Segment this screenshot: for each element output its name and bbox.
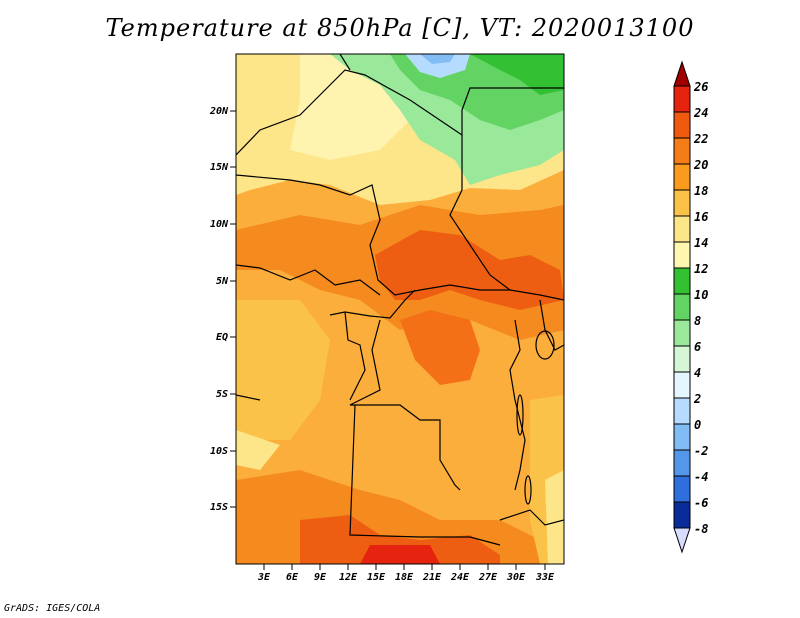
colorbar-segment: [673, 449, 691, 477]
colorbar-segment: [673, 293, 691, 321]
colorbar-segment: [673, 215, 691, 243]
lon-label: 12E: [339, 572, 358, 583]
colorbar-segment: [673, 137, 691, 165]
lat-label: 5N: [216, 276, 229, 287]
colorbar: [673, 60, 691, 554]
lat-label: 20N: [209, 106, 229, 117]
lon-axis: 3E 6E 9E 12E 15E 18E 21E 24E 27E 30E 33E: [257, 564, 555, 583]
colorbar-label: 18: [694, 184, 708, 198]
colorbar-label: 16: [694, 210, 708, 224]
colorbar-segment: [673, 241, 691, 269]
colorbar-segment: [673, 475, 691, 503]
lat-label: 5S: [216, 389, 228, 400]
colorbar-label: 4: [694, 366, 701, 380]
grads-credit: GrADS: IGES/COLA: [4, 603, 101, 614]
colorbar-label: -6: [694, 496, 708, 510]
colorbar-segment: [673, 189, 691, 217]
colorbar-label: 8: [694, 314, 701, 328]
lat-label: 15S: [210, 502, 228, 513]
colorbar-label: 12: [694, 262, 708, 276]
lon-label: 6E: [286, 572, 299, 583]
lat-label: EQ: [216, 332, 228, 343]
lat-label: 10N: [210, 219, 229, 230]
colorbar-segment: [673, 501, 691, 529]
colorbar-label: 24: [693, 106, 708, 120]
map-title: Temperature at 850hPa [C], VT: 202001310…: [105, 14, 695, 42]
colorbar-segment: [673, 111, 691, 139]
colorbar-label: 6: [694, 340, 701, 354]
lakes: [516, 330, 555, 505]
colorbar-label: -2: [694, 444, 708, 458]
colorbar-labels: 26 24 22 20 18 16 14 12 10 8 6 4 2 0 -2 …: [693, 80, 708, 536]
temperature-field: [236, 54, 564, 564]
colorbar-label: 10: [694, 288, 708, 302]
colorbar-segment: [673, 423, 691, 451]
colorbar-top-arrow: [673, 60, 691, 87]
colorbar-label: 20: [693, 158, 708, 172]
lon-label: 21E: [422, 572, 442, 583]
colorbar-segment: [673, 345, 691, 373]
lon-label: 9E: [314, 572, 327, 583]
colorbar-label: -8: [694, 522, 708, 536]
colorbar-label: 14: [694, 236, 708, 250]
lon-label: 15E: [367, 572, 386, 583]
colorbar-segment: [673, 397, 691, 425]
lon-label: 18E: [395, 572, 414, 583]
lon-label: 27E: [478, 572, 498, 583]
colorbar-label: -4: [694, 470, 708, 484]
colorbar-segment: [673, 85, 691, 113]
colorbar-segment: [673, 267, 691, 295]
map-frame: [235, 53, 565, 565]
colorbar-segment: [673, 319, 691, 347]
lat-axis: 20N 15N 10N 5N EQ 5S 10S 15S: [209, 106, 236, 513]
lon-label: 3E: [257, 572, 271, 583]
country-borders: [236, 54, 564, 546]
colorbar-bottom-arrow: [673, 527, 691, 554]
colorbar-label: 22: [693, 132, 708, 146]
colorbar-label: 0: [694, 418, 701, 432]
colorbar-label: 2: [693, 392, 701, 406]
lon-label: 24E: [450, 572, 470, 583]
colorbar-segment: [673, 163, 691, 191]
lon-label: 30E: [506, 572, 526, 583]
lat-label: 15N: [210, 162, 229, 173]
colorbar-label: 26: [693, 80, 708, 94]
colorbar-segment: [673, 371, 691, 399]
lon-label: 33E: [535, 572, 555, 583]
lat-label: 10S: [210, 446, 228, 457]
